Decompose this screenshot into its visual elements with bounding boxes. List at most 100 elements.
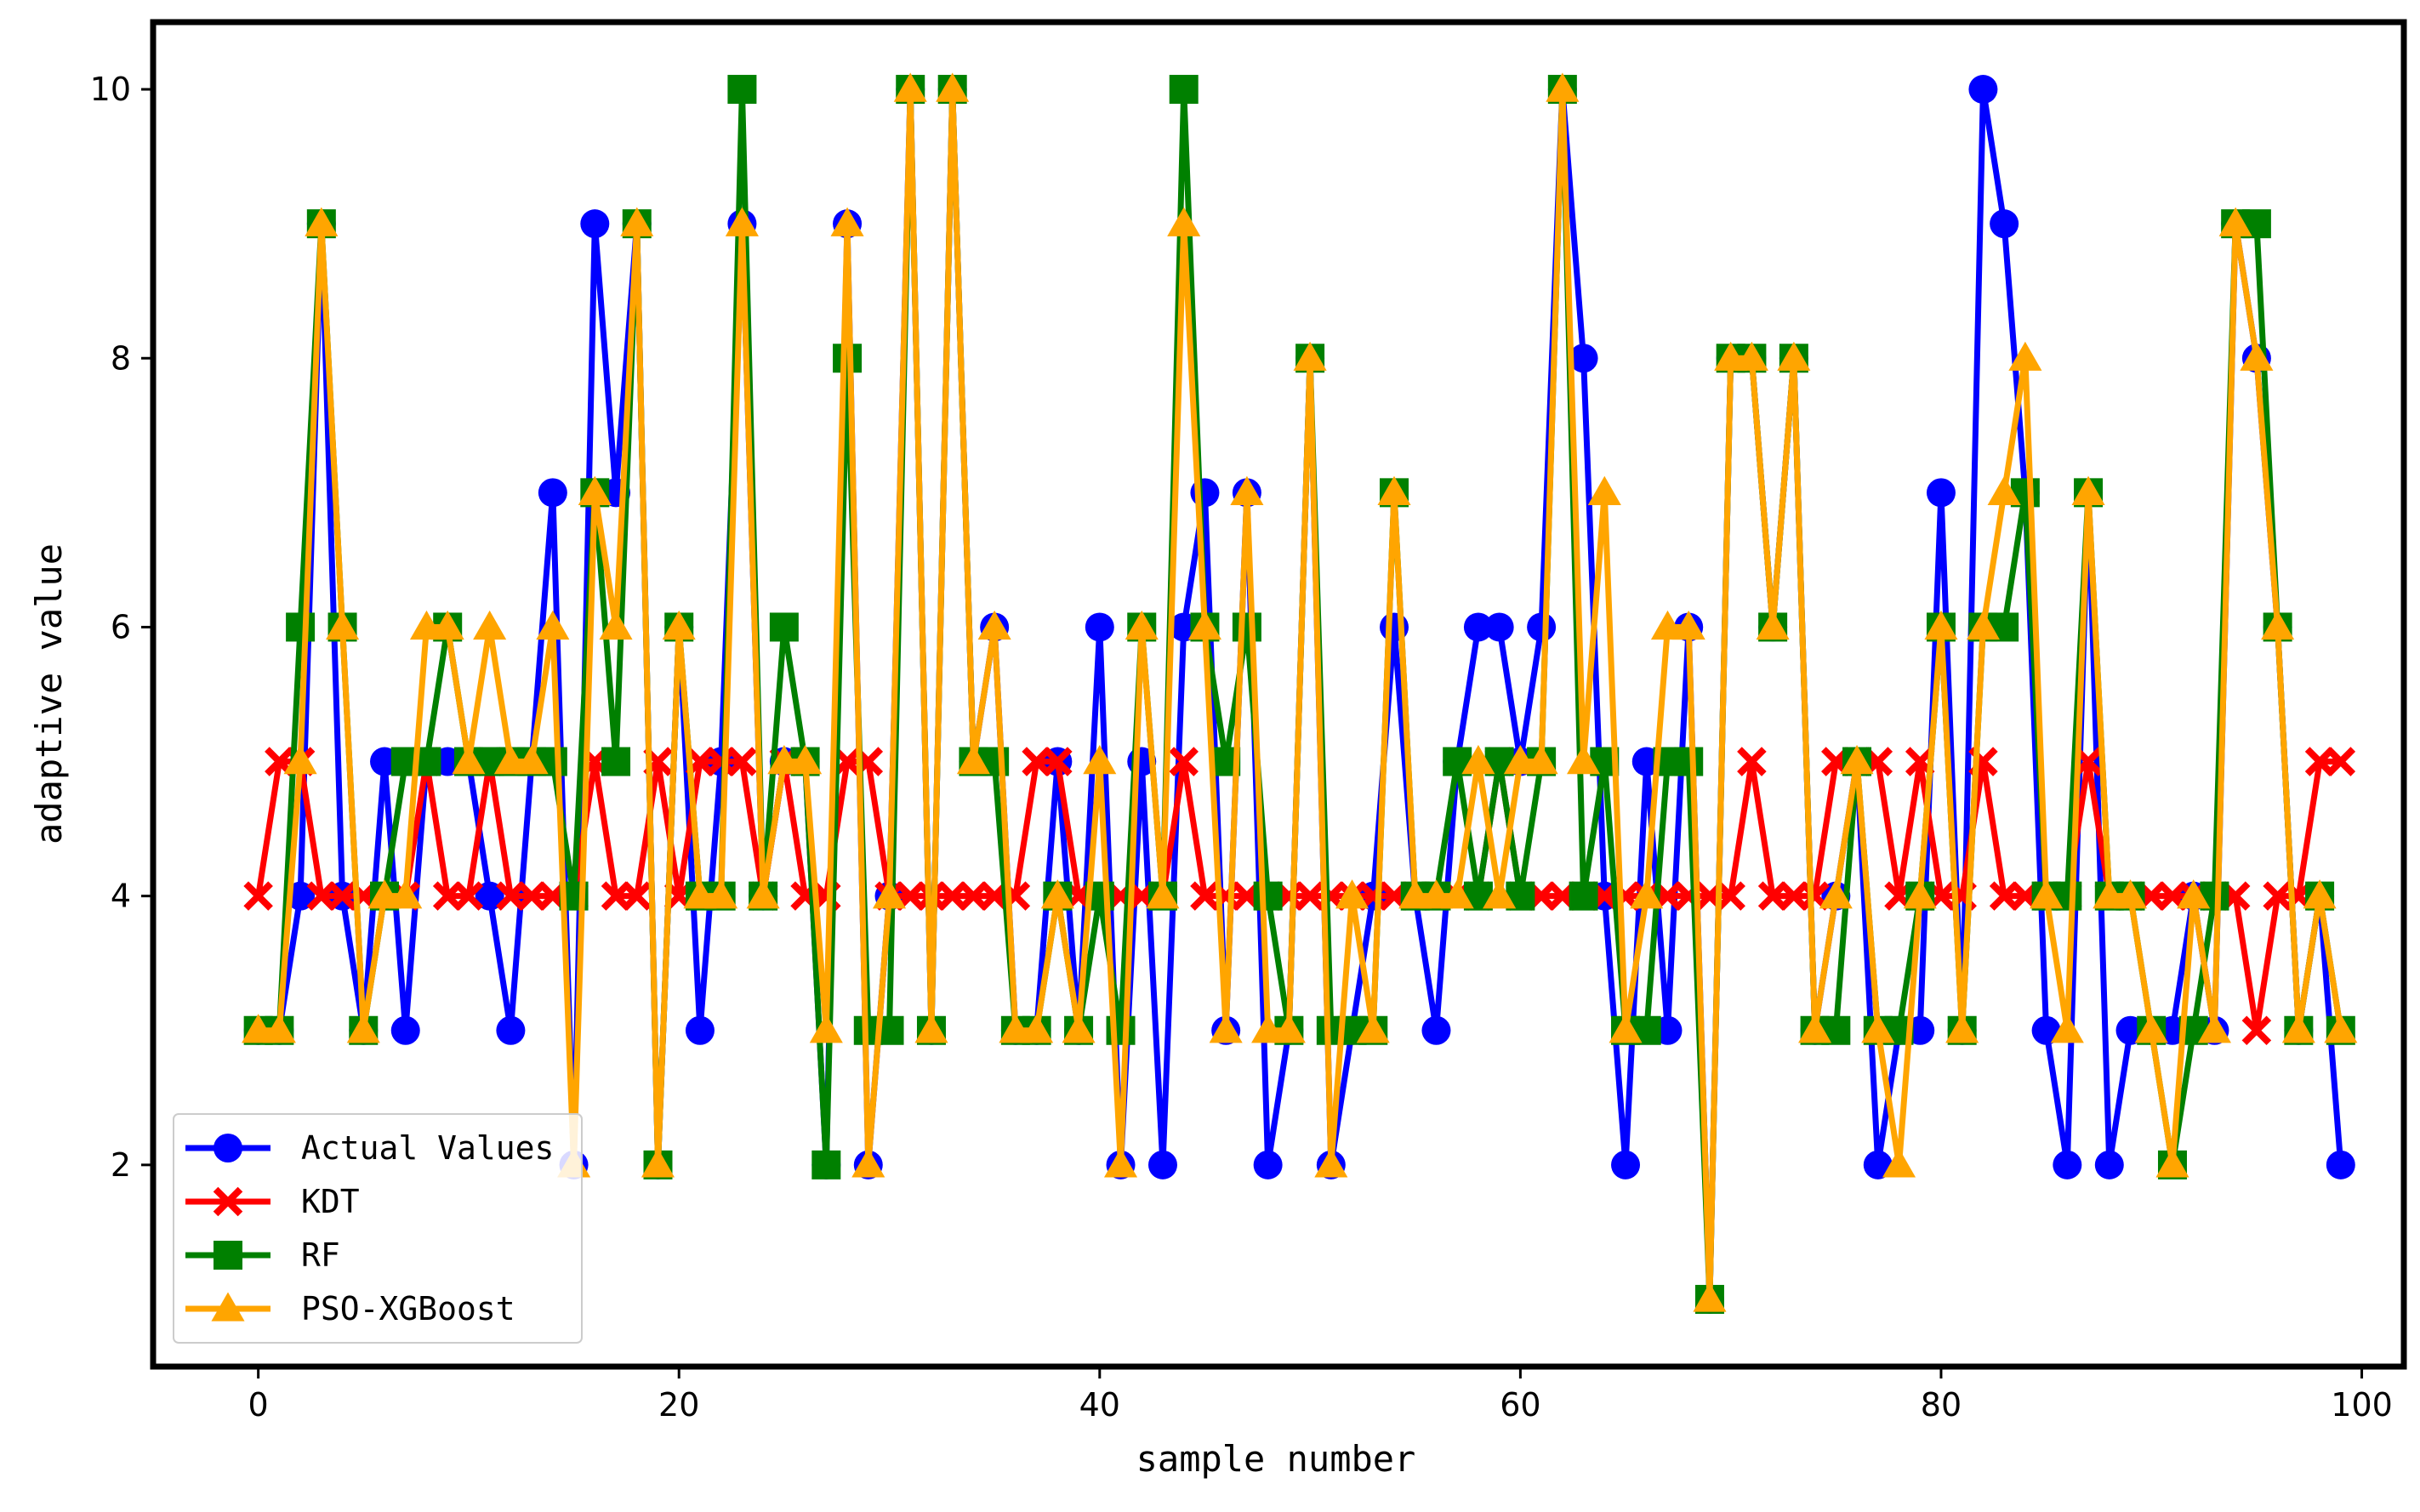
data-point: [2071, 475, 2105, 506]
y-tick-label: 10: [90, 71, 131, 108]
data-point: [1419, 879, 1454, 909]
data-point: [662, 610, 696, 640]
data-point: [1987, 475, 2021, 506]
legend-box: [173, 1113, 583, 1344]
data-point: [1546, 72, 1580, 102]
data-point: [893, 72, 927, 102]
data-point: [641, 1148, 675, 1178]
data-point: [1863, 1150, 1893, 1179]
data-point: [1671, 610, 1705, 640]
data-point: [977, 610, 1011, 640]
data-point: [430, 610, 464, 640]
data-point: [453, 881, 484, 911]
data-point: [1169, 747, 1199, 776]
legend-label: KDT: [301, 1183, 360, 1220]
data-point: [622, 881, 652, 911]
data-point: [1924, 610, 1958, 640]
data-point: [1253, 1150, 1283, 1179]
data-point: [1861, 1014, 1895, 1043]
data-point: [515, 745, 549, 775]
data-point: [1716, 881, 1745, 911]
data-point: [2155, 1148, 2189, 1178]
data-point: [1611, 1150, 1641, 1179]
y-tick-label: 8: [111, 339, 131, 377]
legend-item: Actual Values: [185, 1129, 554, 1167]
series-rf: [243, 75, 2355, 1314]
data-point: [2030, 879, 2064, 909]
data-point: [2326, 1150, 2355, 1179]
data-point: [580, 209, 610, 239]
series-line: [258, 86, 2344, 1303]
legend-item: PSO-XGBoost: [185, 1290, 515, 1327]
data-point: [475, 881, 504, 911]
data-point: [811, 1150, 841, 1179]
data-point: [262, 1014, 296, 1043]
data-point: [999, 1014, 1033, 1043]
data-point: [1230, 475, 1264, 506]
data-point: [1609, 1014, 1643, 1043]
data-point: [1734, 341, 1768, 371]
data-point: [305, 207, 339, 236]
data-point: [538, 478, 567, 508]
data-point: [1926, 478, 1956, 508]
data-point: [727, 747, 757, 776]
data-point: [2261, 610, 2295, 640]
data-point: [578, 475, 612, 506]
data-point: [956, 745, 990, 775]
data-point: [1251, 1014, 1285, 1043]
data-point: [727, 75, 757, 105]
data-point: [789, 745, 823, 775]
data-point: [599, 610, 633, 640]
data-point: [1293, 341, 1327, 371]
data-point: [1040, 879, 1074, 909]
legend-item: KDT: [185, 1183, 360, 1220]
data-point: [2324, 1014, 2358, 1043]
data-point: [286, 612, 316, 642]
y-tick-label: 2: [111, 1146, 131, 1184]
data-point: [746, 879, 780, 909]
data-point: [830, 207, 864, 236]
series-pso-xgboost: [242, 72, 2358, 1312]
data-point: [1567, 745, 1601, 775]
data-point: [1756, 610, 1790, 640]
data-point: [2093, 879, 2127, 909]
data-point: [1503, 745, 1537, 775]
data-point: [1945, 1014, 1979, 1043]
data-point: [536, 610, 570, 640]
data-point: [1043, 747, 1073, 776]
data-point: [1569, 344, 1598, 373]
x-tick-label: 20: [658, 1386, 699, 1424]
data-point: [1209, 1014, 1243, 1043]
data-point: [496, 1015, 526, 1045]
data-point: [1085, 612, 1114, 642]
data-point: [1421, 1015, 1451, 1045]
data-point: [1146, 879, 1180, 909]
data-point: [1674, 747, 1704, 776]
series-layer: [242, 72, 2358, 1314]
y-axis: 2 4 6 8 10: [90, 71, 153, 1184]
y-tick-label: 6: [111, 608, 131, 645]
data-point: [1737, 747, 1767, 776]
series-line: [255, 759, 2341, 1034]
data-point: [1377, 475, 1411, 506]
data-point: [1232, 612, 1261, 642]
data-point: [1714, 341, 1748, 371]
data-point: [851, 1148, 885, 1178]
x-tick-label: 0: [248, 1386, 269, 1424]
data-point: [2241, 1015, 2272, 1046]
data-point: [2303, 879, 2337, 909]
data-point: [1253, 881, 1283, 911]
data-point: [283, 745, 317, 775]
data-point: [390, 1015, 420, 1045]
data-point: [2008, 341, 2042, 371]
data-point: [704, 879, 738, 909]
data-point: [1569, 881, 1598, 911]
x-axis: 0 20 40 60 80 100: [248, 1367, 2393, 1424]
data-point: [2240, 341, 2274, 371]
data-point: [725, 207, 759, 236]
data-point: [1272, 1014, 1306, 1043]
data-point: [1882, 1148, 1916, 1178]
data-point: [1169, 75, 1199, 105]
data-point: [683, 879, 717, 909]
